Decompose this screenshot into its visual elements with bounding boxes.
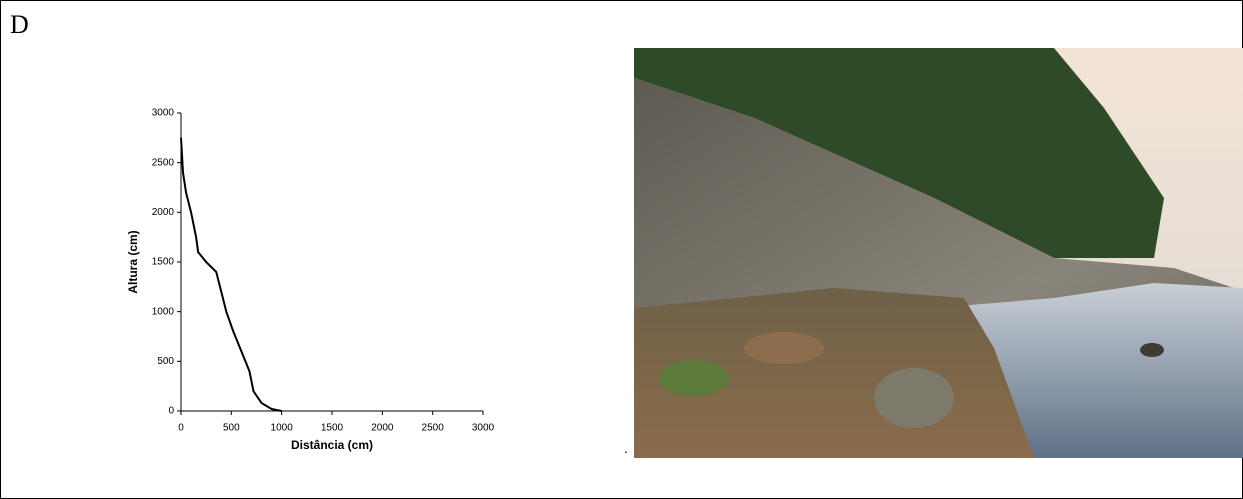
y-axis-title: Altura (cm) — [126, 230, 140, 293]
y-tick-label: 500 — [157, 356, 174, 367]
y-tick-label: 0 — [168, 406, 174, 417]
y-tick-label: 1500 — [152, 257, 175, 268]
y-tick-label: 2000 — [152, 207, 175, 218]
y-tick-label: 3000 — [152, 108, 175, 119]
rock — [1140, 343, 1164, 357]
photo — [634, 48, 1243, 458]
x-tick-label: 2000 — [371, 423, 394, 434]
panel-label: D — [10, 10, 29, 39]
x-tick-label: 2500 — [422, 423, 445, 434]
x-tick-label: 1500 — [321, 423, 344, 434]
x-tick-label: 0 — [178, 423, 184, 434]
y-tick-label: 1000 — [152, 306, 175, 317]
chart: Distância (cm) Altura (cm) 0 500 1000 1500 2… — [126, 108, 495, 453]
x-tick-label: 500 — [223, 423, 240, 434]
profile-line — [180, 137, 282, 412]
rock — [744, 332, 824, 364]
x-tick-label: 3000 — [472, 423, 495, 434]
photo-mark: . — [624, 440, 628, 456]
boulder — [874, 368, 954, 428]
x-axis-title: Distância (cm) — [291, 438, 373, 452]
x-tick-label: 1000 — [271, 423, 294, 434]
y-tick-label: 2500 — [152, 157, 175, 168]
trees — [634, 48, 1164, 258]
moss — [659, 360, 729, 396]
